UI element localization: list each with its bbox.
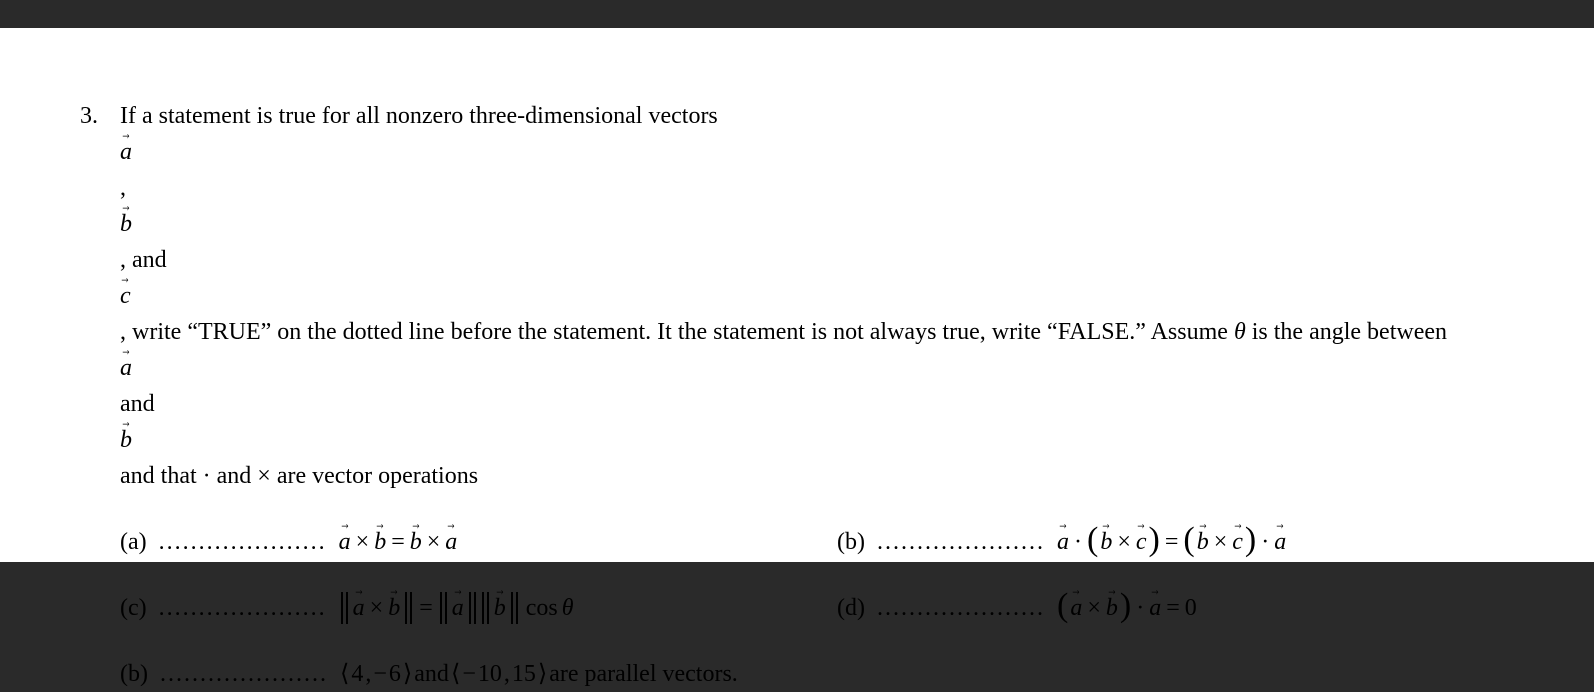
- question-number: 3.: [80, 98, 120, 134]
- option-b-label: (b): [837, 524, 865, 560]
- dotted-line[interactable]: .....................: [160, 656, 328, 692]
- text-part2: , write “TRUE” on the dotted line before…: [120, 319, 1234, 345]
- dotted-line[interactable]: .....................: [159, 590, 327, 626]
- option-e: (b) ..................... ⟨ 4 , − 6 ⟩ an…: [120, 656, 1514, 692]
- document-page: 3. If a statement is true for all nonzer…: [0, 28, 1594, 562]
- option-e-math: ⟨ 4 , − 6 ⟩ and ⟨ − 10 , 15 ⟩ are pa: [340, 656, 738, 692]
- option-c: (c) ..................... a × b = a: [120, 590, 797, 626]
- vec-a2: a: [120, 350, 132, 386]
- option-e-label: (b): [120, 656, 148, 692]
- option-a: (a) ..................... a × b = b × a: [120, 524, 797, 560]
- options-grid: (a) ..................... a × b = b × a …: [120, 524, 1514, 692]
- dotted-line[interactable]: .....................: [159, 524, 327, 560]
- question-3: 3. If a statement is true for all nonzer…: [80, 98, 1514, 692]
- option-c-label: (c): [120, 590, 147, 626]
- dotted-line[interactable]: .....................: [877, 590, 1045, 626]
- question-text: If a statement is true for all nonzero t…: [120, 98, 1514, 494]
- question-body: If a statement is true for all nonzero t…: [120, 98, 1514, 692]
- text-part1: If a statement is true for all nonzero t…: [120, 103, 718, 129]
- option-a-label: (a): [120, 524, 147, 560]
- option-d-math: ( a × b ) · a = 0: [1057, 590, 1197, 626]
- vec-b: b: [120, 206, 132, 242]
- vec-a: a: [120, 134, 132, 170]
- option-d-label: (d): [837, 590, 865, 626]
- theta: θ: [1234, 319, 1246, 345]
- option-b: (b) ..................... a · ( b × c ) …: [837, 524, 1514, 560]
- option-b-math: a · ( b × c ) = ( b ×: [1057, 524, 1286, 560]
- vec-c: c: [120, 278, 131, 314]
- vec-b2: b: [120, 422, 132, 458]
- text-part5: and that · and × are vector operations: [120, 463, 478, 489]
- text-part3: is the angle between: [1246, 319, 1447, 345]
- option-a-math: a × b = b × a: [339, 524, 458, 560]
- dotted-line[interactable]: .....................: [877, 524, 1045, 560]
- option-d: (d) ..................... ( a × b ) · a …: [837, 590, 1514, 626]
- option-c-math: a × b = a b cos θ: [339, 590, 574, 626]
